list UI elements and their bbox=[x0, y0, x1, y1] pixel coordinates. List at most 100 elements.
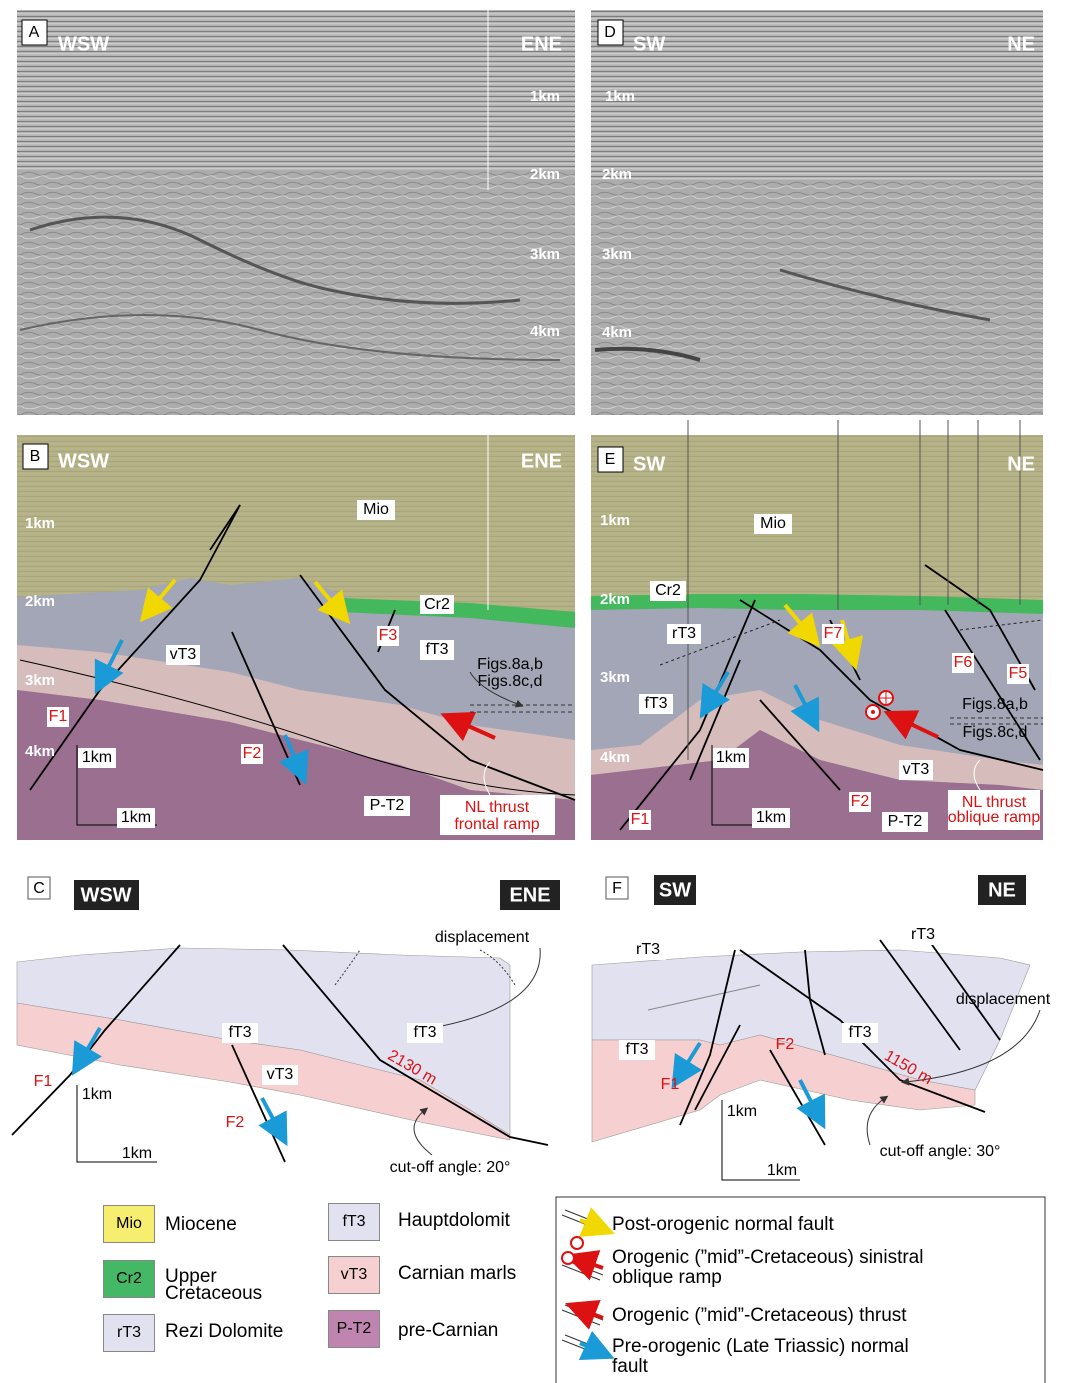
label: 1km bbox=[82, 749, 112, 766]
line bbox=[580, 1220, 600, 1228]
label: 3km bbox=[25, 672, 55, 689]
line bbox=[580, 1309, 603, 1318]
line bbox=[867, 1098, 885, 1145]
label: Mio bbox=[363, 501, 389, 518]
label: F2 bbox=[226, 1114, 245, 1131]
label: 1km bbox=[716, 749, 746, 766]
panel-a: A WSW ENE 1km 2km 3km 4km bbox=[17, 10, 575, 415]
label: P-T2 bbox=[370, 797, 405, 814]
label: 2km bbox=[602, 166, 632, 183]
legend-label: Hauptdolomit bbox=[398, 1211, 510, 1231]
label: WSW bbox=[80, 884, 131, 906]
label: rT3 bbox=[911, 926, 935, 943]
label: Figs.8c,d bbox=[963, 724, 1028, 741]
legend-swatch: P-T2 bbox=[328, 1310, 380, 1348]
legend-label: Post-orogenic normal fault bbox=[612, 1215, 834, 1235]
label: F1 bbox=[49, 708, 68, 725]
label: F1 bbox=[34, 1073, 53, 1090]
label: vT3 bbox=[170, 646, 197, 663]
label: F7 bbox=[824, 625, 843, 642]
legend-label: Upper Cretaceous bbox=[165, 1268, 285, 1302]
symbol bbox=[571, 1237, 583, 1249]
legend-label: Pre-orogenic (Late Triassic) normal faul… bbox=[612, 1337, 912, 1377]
legend-label: Orogenic (”mid”-Cretaceous) thrust bbox=[612, 1306, 907, 1326]
label: NE bbox=[1007, 33, 1035, 55]
label: NL thrust bbox=[465, 799, 530, 816]
legend-swatch: Mio bbox=[103, 1205, 155, 1243]
label: fT3 bbox=[228, 1024, 251, 1041]
label: ENE bbox=[521, 450, 562, 472]
label: WSW bbox=[58, 33, 109, 55]
panel-e: E SW NE 1km 2km 3km 4km Mio Cr2 rT3 fT3 … bbox=[591, 420, 1043, 840]
label: F5 bbox=[1009, 665, 1028, 682]
legend-swatch: fT3 bbox=[328, 1203, 380, 1241]
label: Figs.8a,b bbox=[962, 696, 1028, 713]
label: fT3 bbox=[848, 1024, 871, 1041]
label: frontal ramp bbox=[454, 816, 539, 833]
label: rT3 bbox=[672, 625, 696, 642]
label: vT3 bbox=[267, 1066, 294, 1083]
label: F1 bbox=[631, 811, 650, 828]
label: 1km bbox=[727, 1103, 757, 1120]
label: rT3 bbox=[636, 941, 660, 958]
label: 3km bbox=[600, 669, 630, 686]
label: vT3 bbox=[903, 761, 930, 778]
figure: A WSW ENE 1km 2km 3km 4km D SW NE 1km 2k… bbox=[0, 0, 1083, 1383]
label: F2 bbox=[243, 745, 262, 762]
legend-label: Miocene bbox=[165, 1215, 237, 1235]
legend-swatch: rT3 bbox=[103, 1314, 155, 1352]
legend-label: pre-Carnian bbox=[398, 1321, 498, 1341]
panel-b: B WSW ENE 1km 2km 3km 4km Mio Cr2 fT3 vT… bbox=[17, 435, 575, 840]
label: 4km bbox=[530, 323, 560, 340]
legend-swatch: vT3 bbox=[328, 1256, 380, 1294]
label: displacement bbox=[435, 929, 530, 946]
panel-d: D SW NE 1km 2km 3km 4km bbox=[591, 10, 1043, 415]
label: A bbox=[29, 24, 40, 41]
label: 4km bbox=[600, 749, 630, 766]
label: 1km bbox=[121, 809, 151, 826]
label: 4km bbox=[25, 743, 55, 760]
label: 1km bbox=[767, 1162, 797, 1179]
panel-c: C WSW ENE displacement fT3 fT3 vT3 2130 … bbox=[12, 877, 560, 1176]
label: 2km bbox=[530, 166, 560, 183]
label: P-T2 bbox=[888, 813, 923, 830]
symbol bbox=[871, 710, 875, 714]
label: Figs.8c,d bbox=[478, 673, 543, 690]
label: Cr2 bbox=[655, 582, 681, 599]
label: fT3 bbox=[413, 1024, 436, 1041]
label: F2 bbox=[776, 1036, 795, 1053]
label: WSW bbox=[58, 450, 109, 472]
label: 2km bbox=[25, 593, 55, 610]
label: NE bbox=[1007, 453, 1035, 475]
label: 1km bbox=[82, 1086, 112, 1103]
label: Figs.8a,b bbox=[477, 656, 543, 673]
label: 4km bbox=[602, 324, 632, 341]
label: Cr2 bbox=[424, 596, 450, 613]
label: oblique ramp bbox=[948, 809, 1041, 826]
label: F6 bbox=[954, 654, 973, 671]
label: fT3 bbox=[625, 1041, 648, 1058]
label: 3km bbox=[602, 246, 632, 263]
label: cut-off angle: 30° bbox=[880, 1143, 1001, 1160]
label: SW bbox=[633, 453, 665, 475]
label: E bbox=[605, 451, 616, 468]
label: ENE bbox=[509, 884, 550, 906]
label: 1km bbox=[530, 88, 560, 105]
label: SW bbox=[659, 879, 691, 901]
label: cut-off angle: 20° bbox=[390, 1159, 511, 1176]
legend-label: Rezi Dolomite bbox=[165, 1322, 283, 1342]
label: 1km bbox=[756, 809, 786, 826]
panel-f: F SW NE rT3 rT3 fT3 fT3 displacement 115… bbox=[592, 875, 1051, 1180]
label: fT3 bbox=[644, 695, 667, 712]
label: Mio bbox=[760, 515, 786, 532]
label: F2 bbox=[851, 793, 870, 810]
label: 2km bbox=[600, 591, 630, 608]
label: ENE bbox=[521, 33, 562, 55]
symbol bbox=[562, 1252, 574, 1264]
label: D bbox=[604, 24, 616, 41]
label: B bbox=[30, 448, 41, 465]
label: 1km bbox=[600, 512, 630, 529]
label: 1km bbox=[605, 88, 635, 105]
label: 1km bbox=[122, 1145, 152, 1162]
label: NE bbox=[988, 879, 1016, 901]
